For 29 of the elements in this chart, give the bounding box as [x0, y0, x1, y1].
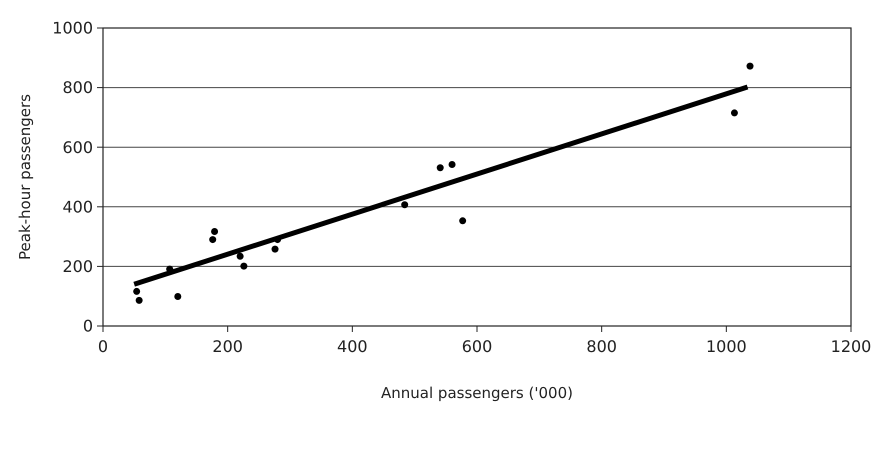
x-tick-label: 400	[337, 337, 368, 356]
point	[236, 252, 244, 260]
point	[730, 109, 738, 116]
y-tick-label: 600	[62, 138, 93, 157]
x-tick-label: 1200	[830, 337, 872, 356]
y-tick-label: 400	[62, 197, 93, 216]
point	[746, 62, 754, 70]
x-tick-label: 600	[462, 337, 492, 356]
point	[211, 228, 218, 236]
point	[401, 201, 408, 208]
x-tick-label: 1000	[706, 337, 747, 356]
point	[240, 262, 248, 270]
point	[174, 293, 182, 300]
point	[133, 288, 140, 295]
point	[448, 160, 456, 168]
point	[459, 217, 466, 224]
x-tick-label: 800	[586, 337, 617, 356]
y-tick-label: 200	[62, 257, 93, 276]
x-tick-label: 0	[98, 337, 108, 356]
point	[209, 236, 216, 244]
point	[136, 296, 143, 304]
x-axis-title: Annual passengers ('000)	[381, 384, 573, 402]
y-axis-title: Peak-hour passengers	[16, 94, 34, 260]
point	[272, 246, 279, 253]
y-tick-label: 800	[62, 78, 93, 98]
x-tick-label: 200	[212, 337, 243, 356]
y-tick-label: 1000	[52, 18, 93, 38]
y-tick-label: 0	[82, 316, 93, 336]
point	[436, 164, 444, 172]
